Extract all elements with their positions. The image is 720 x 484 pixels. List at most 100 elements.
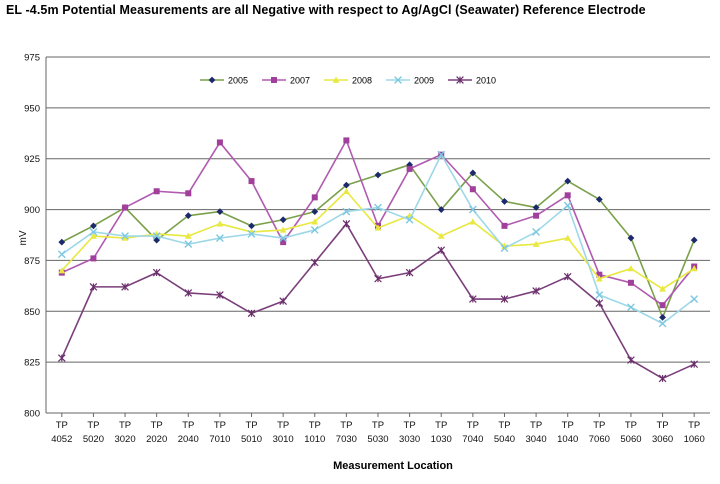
x-tick-label: TP — [404, 420, 416, 431]
y-tick-label: 950 — [24, 103, 40, 114]
data-point-2005 — [690, 236, 698, 244]
data-point-2009 — [342, 207, 351, 216]
data-point-2007 — [533, 212, 540, 219]
legend-marker — [208, 76, 216, 84]
data-point-2007 — [406, 165, 413, 172]
data-point-2007 — [501, 222, 508, 229]
data-point-2005 — [659, 313, 666, 321]
series-2009 — [57, 150, 699, 328]
x-tick-label: TP — [309, 420, 321, 431]
legend-item-2007: 2007 — [262, 76, 310, 86]
x-tick-label: TP — [435, 420, 447, 431]
data-point-2008 — [342, 187, 350, 194]
data-point-2007 — [248, 178, 255, 185]
x-tick-label: 1040 — [557, 434, 578, 445]
y-tick-label: 825 — [24, 358, 40, 369]
x-tick-label: 3060 — [652, 434, 673, 445]
x-tick-label: TP — [87, 420, 99, 431]
data-point-2010 — [532, 287, 540, 295]
data-point-2007 — [216, 139, 223, 146]
data-point-2009 — [500, 244, 509, 253]
data-point-2010 — [690, 360, 699, 369]
data-point-2008 — [627, 265, 635, 272]
data-point-2007 — [564, 192, 571, 199]
x-tick-label: TP — [657, 420, 669, 431]
data-point-2009 — [279, 234, 288, 242]
x-tick-label: TP — [593, 420, 605, 431]
legend-label: 2010 — [476, 76, 496, 86]
y-tick-label: 975 — [24, 53, 40, 64]
data-series — [57, 137, 699, 383]
x-tick-label: TP — [372, 420, 384, 431]
legend-item-2010: 2010 — [448, 76, 496, 86]
data-point-2010 — [563, 272, 572, 281]
data-point-2005 — [469, 169, 477, 177]
legend-marker — [456, 76, 464, 84]
legend-item-2009: 2009 — [386, 76, 434, 86]
data-point-2010 — [374, 274, 382, 283]
x-tick-label: TP — [214, 420, 226, 431]
data-point-2008 — [184, 232, 192, 239]
x-tick-label: 2020 — [146, 434, 167, 445]
data-point-2008 — [311, 218, 319, 225]
data-point-2008 — [216, 220, 224, 227]
data-point-2009 — [121, 232, 129, 240]
x-tick-label: TP — [688, 420, 700, 431]
legend-item-2008: 2008 — [324, 76, 372, 86]
data-point-2010 — [627, 356, 635, 364]
data-point-2005 — [564, 177, 572, 185]
legend-item-2005: 2005 — [200, 76, 248, 86]
data-point-2008 — [469, 218, 477, 225]
data-point-2005 — [58, 238, 66, 246]
data-point-2008 — [58, 267, 66, 274]
x-tick-label: TP — [340, 420, 352, 431]
x-tick-label: TP — [245, 420, 257, 431]
data-point-2007 — [311, 194, 318, 201]
data-point-2008 — [532, 240, 540, 247]
data-point-2005 — [532, 204, 540, 211]
chart-title: EL -4.5m Potential Measurements are all … — [6, 3, 646, 17]
y-tick-label: 850 — [24, 307, 40, 318]
x-tick-label: 5020 — [83, 434, 104, 445]
x-tick-label: 1060 — [684, 434, 705, 445]
y-axis-ticks: 800 825 850 875 900 925 950 975 — [24, 53, 40, 420]
data-point-2009 — [152, 232, 161, 240]
data-point-2009 — [89, 228, 98, 236]
x-tick-label: 7040 — [462, 434, 483, 445]
legend: 2005 2007 2008 2009 2010 — [200, 76, 496, 86]
x-tick-label: 1010 — [304, 434, 325, 445]
data-point-2010 — [437, 246, 446, 255]
data-point-2005 — [279, 216, 287, 224]
data-point-2009 — [690, 295, 699, 303]
data-point-2005 — [184, 212, 192, 220]
data-point-2009 — [405, 215, 414, 224]
data-point-2007 — [343, 137, 350, 144]
x-tick-label: TP — [182, 420, 194, 431]
y-tick-label: 900 — [24, 205, 40, 216]
data-point-2009 — [627, 303, 635, 312]
x-tick-label: TP — [56, 420, 68, 431]
x-tick-label: TP — [467, 420, 479, 431]
x-axis-label: Measurement Location — [333, 460, 453, 472]
data-point-2008 — [374, 224, 382, 231]
data-point-2005 — [437, 206, 445, 213]
data-point-2009 — [247, 230, 256, 238]
x-tick-label: 3040 — [526, 434, 547, 445]
data-point-2010 — [121, 283, 129, 291]
data-point-2007 — [185, 190, 192, 197]
data-point-2010 — [342, 219, 351, 228]
x-tick-label: 2040 — [178, 434, 199, 445]
x-tick-label: TP — [625, 420, 637, 431]
data-point-2005 — [627, 234, 635, 242]
x-axis-ticks: TP 4052 TP 5020 TP 3020 TP 2020 TP 2040 TP 7010 TP 50… — [51, 413, 705, 445]
x-tick-label: 7010 — [209, 434, 230, 445]
data-point-2009 — [184, 240, 193, 249]
data-point-2007 — [659, 302, 666, 309]
x-tick-label: 4052 — [51, 434, 72, 445]
y-tick-label: 925 — [24, 154, 40, 165]
data-point-2008 — [690, 265, 698, 272]
data-point-2008 — [437, 232, 445, 239]
data-point-2010 — [310, 258, 319, 267]
data-point-2005 — [374, 171, 382, 179]
data-point-2008 — [564, 234, 572, 241]
